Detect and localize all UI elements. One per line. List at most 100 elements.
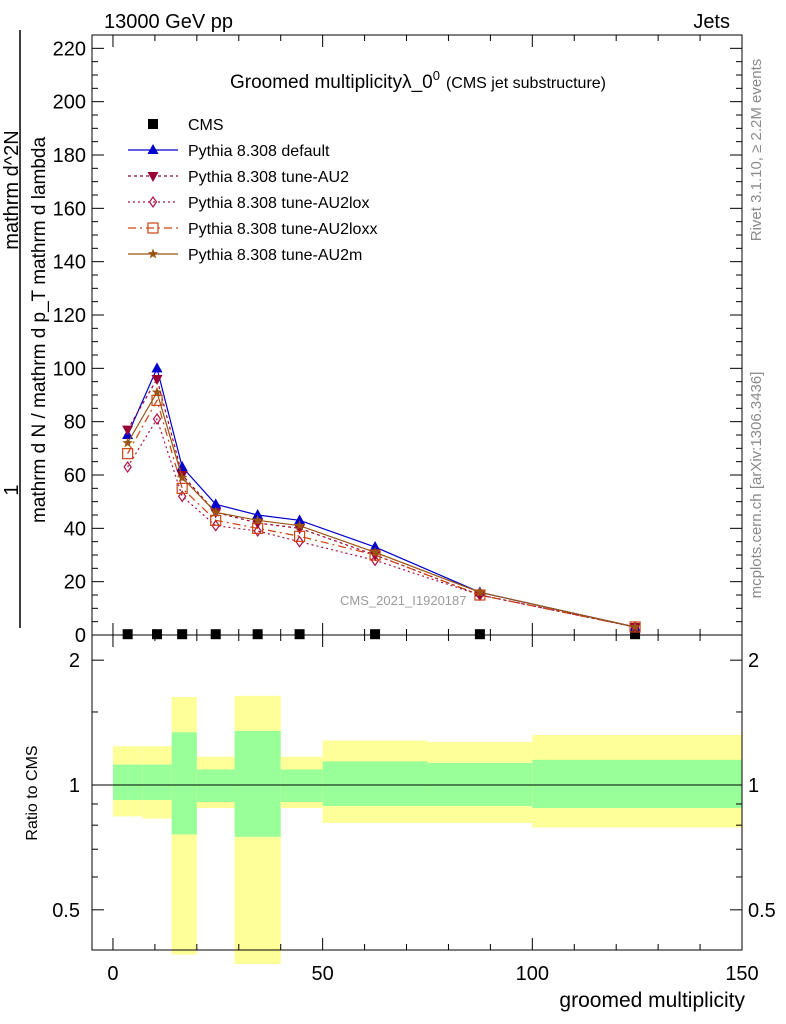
legend-item: CMS [148,117,224,134]
data-point-marker [122,437,133,448]
x-tick-label: 50 [312,963,334,985]
ratio-band-inner [532,759,742,809]
data-point-marker [210,514,222,526]
series-5 [122,386,641,632]
data-point-marker [630,629,641,640]
ylabel-top: mathrm d^2N [1,130,23,249]
y-tick-label: 200 [53,92,86,114]
y-tick-label: 40 [64,518,86,540]
data-point-marker [147,172,159,182]
data-point-marker [122,425,134,436]
x-tick-label: 100 [516,963,549,985]
ratio-band-inner [234,730,281,837]
y-tick-label: 160 [53,198,86,220]
data-point-marker [176,482,188,494]
data-point-marker [210,506,221,517]
ratio-ylabel: Ratio to CMS [24,745,41,840]
header-left: 13000 GeV pp [104,11,233,33]
ratio-y-tick-label: 0.5 [52,900,80,922]
data-point-marker [152,412,162,426]
ratio-y-tick-label-right: 1 [748,775,759,797]
x-tick-label: 0 [107,963,118,985]
data-point-marker [252,629,263,640]
ratio-y-tick-label: 1 [69,775,80,797]
data-point-marker [370,554,380,567]
data-point-marker [122,629,133,640]
data-point-marker [147,248,159,259]
data-point-marker [210,498,222,509]
data-point-marker [252,519,264,529]
ylabel-denominator: mathrm d N / mathrm d p_T mathrm d lambd… [29,137,50,524]
y-tick-label: 60 [64,465,86,487]
legend-item: Pythia 8.308 tune-AU2 [128,169,349,186]
legend-item: Pythia 8.308 tune-AU2loxx [128,221,377,238]
ratio-axis-ticks: 0.5 0.5 1 1 2 2 0 50 100 150 [52,635,776,985]
chart-title: Groomed multiplicityλ_00 (CMS jet substru… [230,68,606,93]
y-tick-label: 80 [64,412,86,434]
legend-item: Pythia 8.308 tune-AU2m [128,247,362,264]
y-tick-label: 100 [53,358,86,380]
ratio-plot-panel: 0.5 0.5 1 1 2 2 0 50 100 150 [52,634,776,985]
chart-title-note: (CMS jet substructure) [446,75,606,92]
data-point-marker [294,520,305,531]
mcplots-label: mcplots.cern.ch [arXiv:1306.3436] [748,372,765,599]
header-right: Jets [693,11,730,33]
data-point-marker [123,460,132,474]
legend-item: Pythia 8.308 tune-AU2lox [128,195,369,212]
series-line [127,398,636,628]
chart-title-symbol: λ_0 [402,72,433,93]
data-point-marker [151,375,163,385]
data-point-marker [176,472,188,483]
data-point-marker [211,519,220,532]
data-point-marker [147,144,159,154]
data-point-marker [122,448,134,460]
data-point-marker [252,522,264,534]
data-point-marker [177,490,187,503]
ratio-band-inner [142,764,172,801]
data-point-marker [177,629,188,640]
data-point-marker [474,586,486,597]
data-point-marker [369,541,381,551]
data-point-marker [152,629,162,640]
data-point-marker [252,514,263,525]
chart-title-main: Groomed multiplicity [230,72,403,93]
data-point-marker [148,119,158,129]
data-point-marker [210,629,221,640]
ratio-y-tick-label: 2 [69,650,80,672]
ratio-plot-frame [91,634,743,951]
series-line [127,366,636,628]
series-line [127,377,636,628]
data-point-marker [629,621,641,632]
ratio-band-inner [427,762,533,806]
legend-label: CMS [188,117,224,134]
y-tick-label: 0 [75,625,86,647]
data-point-marker [253,524,262,538]
x-axis-label: groomed multiplicity [559,989,745,1012]
ratio-band-inner [196,769,235,802]
data-point-marker [148,195,158,209]
series-0 [122,629,641,640]
ratio-band-inner [171,732,197,835]
data-point-marker [370,629,381,640]
data-point-marker [151,362,163,373]
ratio-band-inner [280,769,323,802]
x-tick-label: 150 [725,963,758,985]
main-series-group [122,362,641,640]
data-point-marker [294,629,305,640]
legend-label: Pythia 8.308 tune-AU2lox [188,195,369,212]
ratio-y-tick-label-right: 2 [748,650,759,672]
data-point-marker [295,535,304,548]
ratio-y-tick-label-right: 0.5 [748,900,776,922]
y-tick-label: 180 [53,145,86,167]
ratio-band-inner [112,764,143,801]
main-axis-ticks: 0 20 40 60 80 100 120 140 160 180 200 220 [53,34,743,647]
data-point-marker [252,509,264,519]
legend-label: Pythia 8.308 tune-AU2 [188,169,349,186]
data-point-marker [474,629,485,640]
y-tick-label: 120 [53,305,86,327]
ylabel-numerator: 1 [1,484,23,495]
chart-title-sup: 0 [433,68,440,83]
data-point-marker [151,386,163,397]
data-point-marker [369,546,381,557]
